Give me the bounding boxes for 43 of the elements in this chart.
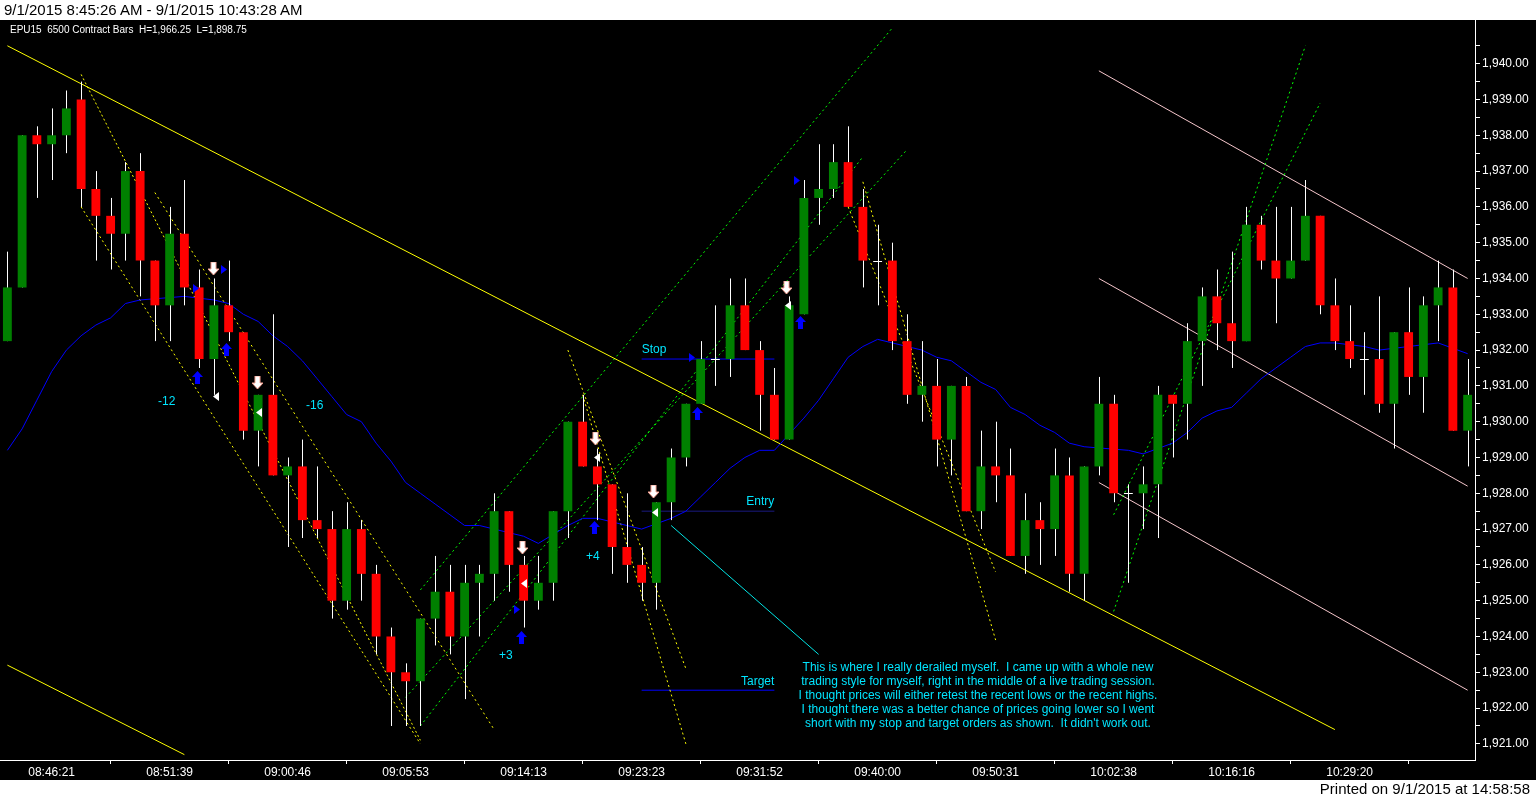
y-tick-label: 1,923.00 [1482,664,1530,679]
y-tick-label: 1,939.00 [1482,91,1530,106]
series-label: Target [741,673,776,688]
x-tick-label: 10:29:20 [1326,764,1374,779]
y-tick-label: 1,928.00 [1482,485,1530,500]
x-tick-label: 09:05:53 [382,764,430,779]
x-tick-label: 09:00:46 [264,764,312,779]
text: Printed on 9/1/2015 at 14:58:58 [1319,780,1530,797]
annotation: +3 [499,648,513,662]
x-tick-label: 09:31:52 [736,764,784,779]
y-tick-label: 1,921.00 [1482,736,1530,751]
y-tick-label: 1,926.00 [1482,557,1530,572]
x-tick-label: 09:40:00 [854,764,902,779]
annotation: +4 [586,549,600,563]
x-tick-label: 09:50:31 [972,764,1020,779]
x-tick-label: 09:14:13 [500,764,548,779]
y-tick-label: 1,940.00 [1482,55,1530,70]
series-label: Entry [746,494,775,509]
y-tick-label: 1,922.00 [1482,700,1530,715]
y-tick-label: 1,925.00 [1482,593,1530,607]
y-tick-label: 1,938.00 [1482,127,1530,142]
x-tick-label: 10:16:16 [1208,764,1256,779]
x-tick-label: 09:23:23 [618,764,666,779]
y-tick-label: 1,935.00 [1482,234,1530,249]
y-tick-label: 1,934.00 [1482,270,1530,285]
y-tick-label: 1,937.00 [1482,163,1530,178]
y-tick-label: 1,930.00 [1482,414,1530,428]
y-tick-label: 1,929.00 [1482,449,1530,464]
y-tick-label: 1,932.00 [1482,342,1530,357]
y-tick-label: 1,936.00 [1482,199,1530,214]
y-tick-label: 1,931.00 [1482,378,1530,393]
y-tick-label: 1,924.00 [1482,628,1530,643]
x-tick-label: 08:46:21 [28,764,76,779]
y-tick-label: 1,933.00 [1482,306,1530,321]
chart-title: 9/1/2015 8:45:26 AM - 9/1/2015 10:43:28 AM [4,1,303,18]
legend-label: Stop [641,342,667,357]
x-tick-label: 10:02:38 [1090,764,1138,779]
y-tick-label: 1,927.00 [1482,521,1530,536]
annotation: -16 [306,398,324,412]
x-tick-label: 08:51:39 [146,764,194,779]
annotation: This is where I really derailed myself. I came up with a whole new trading style for myself, right in the middle of a live trading session. I thought prices will either retest the recent lows or the recent highs. I thought there was a better chance of prices going lower so I went short with my stop and target orders as shown. It didn't work out. [798,660,1158,730]
chart-subtitle: EPU15 6500 Contract Bars H=1,966.25 L=1,898.75 [10,24,247,35]
annotation: -12 [158,394,176,408]
